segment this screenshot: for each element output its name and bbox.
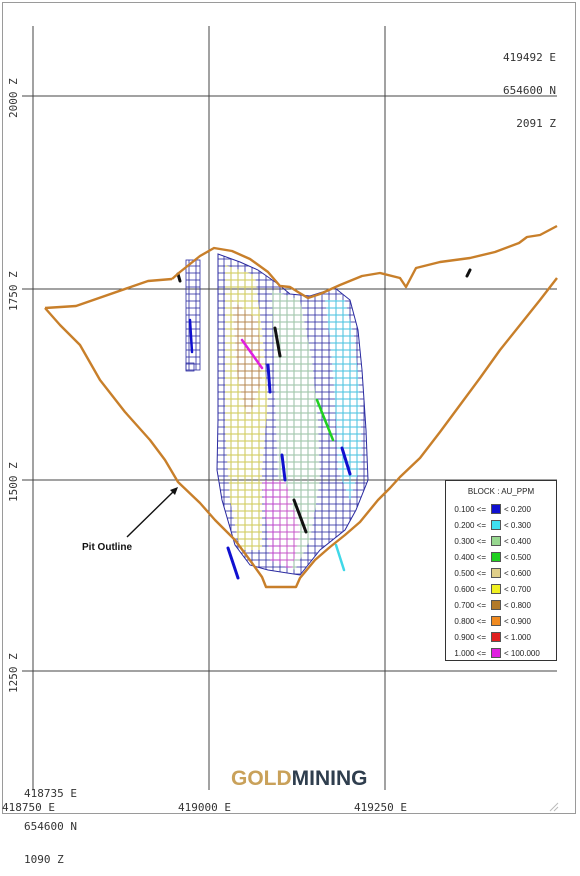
legend-lower-bound: 0.500 <=	[454, 568, 486, 578]
drillhole-trace	[315, 398, 335, 442]
drillholes	[176, 268, 472, 580]
coord-elevation: 1090 Z	[24, 853, 64, 866]
drillhole-trace	[176, 272, 182, 283]
drillhole-trace	[280, 453, 287, 482]
legend-row: 0.600 <= < 0.700	[446, 581, 556, 597]
block-model	[185, 253, 369, 576]
legend-row: 0.800 <= < 0.900	[446, 613, 556, 629]
legend-row: 0.400 <= < 0.500	[446, 549, 556, 565]
logo-gold-text: GOLD	[231, 767, 292, 790]
legend-row: 0.500 <= < 0.600	[446, 565, 556, 581]
corner-grip-icon	[549, 802, 559, 812]
legend-lower-bound: 0.100 <=	[454, 504, 486, 514]
elevation-label-1250: 1250 Z	[7, 653, 20, 693]
legend-lower-bound: 1.000 <=	[454, 648, 486, 658]
legend-row: 0.100 <= < 0.200	[446, 501, 556, 517]
legend-color-swatch	[491, 552, 501, 562]
legend-upper-bound: < 1.000	[504, 632, 531, 642]
coord-box-bottom-left: 418735 E 654600 N 1090 Z	[24, 766, 77, 876]
legend-title: BLOCK : AU_PPM	[467, 487, 535, 496]
legend-color-swatch	[491, 632, 501, 642]
legend-lower-bound: 0.600 <=	[454, 584, 486, 594]
elevation-label-1750: 1750 Z	[7, 271, 20, 311]
drillhole-trace	[334, 543, 346, 572]
legend-lower-bound: 0.700 <=	[454, 600, 486, 610]
legend-color-swatch	[491, 536, 501, 546]
legend-rows: 0.100 <= < 0.200 0.200 <= < 0.300 0.300 <= < …	[446, 501, 556, 661]
legend-lower-bound: 0.200 <=	[454, 520, 486, 530]
legend-lower-bound: 0.800 <=	[454, 616, 486, 626]
legend-row: 0.300 <= < 0.400	[446, 533, 556, 549]
legend-row: 0.900 <= < 1.000	[446, 629, 556, 645]
legend-lower-bound: 0.400 <=	[454, 552, 486, 562]
coord-box-top-right: 419492 E 654600 N 2091 Z	[503, 30, 556, 140]
legend-color-swatch	[491, 648, 501, 658]
legend-upper-bound: < 0.800	[504, 600, 531, 610]
grade-legend: BLOCK : AU_PPM 0.100 <= < 0.200 0.200 <= < …	[445, 480, 557, 661]
legend-row: 0.700 <= < 0.800	[446, 597, 556, 613]
coord-easting: 418735 E	[24, 787, 77, 800]
pit-outline-label: Pit Outline	[82, 542, 132, 553]
legend-upper-bound: < 0.500	[504, 552, 531, 562]
easting-label-419250: 419250 E	[354, 801, 407, 814]
legend-row: 1.000 <= < 100.000	[446, 645, 556, 661]
legend-color-swatch	[491, 520, 501, 530]
legend-lower-bound: 0.900 <=	[454, 632, 486, 642]
pit-outline-arrow	[126, 487, 178, 538]
elevation-label-1500: 1500 Z	[7, 462, 20, 502]
drillhole-trace	[226, 546, 240, 580]
legend-color-swatch	[491, 584, 501, 594]
legend-upper-bound: < 0.600	[504, 568, 531, 578]
drillhole-trace	[240, 338, 264, 370]
goldmining-logo: GOLDMINING	[231, 767, 368, 791]
pit-outline	[44, 277, 173, 310]
coord-easting: 419492 E	[503, 51, 556, 64]
legend-row: 0.200 <= < 0.300	[446, 517, 556, 533]
drillhole-trace	[266, 363, 272, 394]
legend-upper-bound: < 0.200	[504, 504, 531, 514]
legend-color-swatch	[491, 600, 501, 610]
legend-upper-bound: < 0.700	[504, 584, 531, 594]
coord-elevation: 2091 Z	[516, 117, 556, 130]
coord-northing: 654600 N	[24, 820, 77, 833]
pit-and-topography	[44, 224, 558, 589]
legend-upper-bound: < 100.000	[504, 648, 540, 658]
easting-label-419000: 419000 E	[178, 801, 231, 814]
legend-lower-bound: 0.300 <=	[454, 536, 486, 546]
grid-lines	[22, 26, 557, 790]
topography-surface	[171, 224, 558, 300]
elevation-label-2000: 2000 Z	[7, 78, 20, 118]
figure-frame	[2, 2, 576, 814]
legend-upper-bound: < 0.300	[504, 520, 531, 530]
pit-outline-shell	[44, 277, 558, 589]
easting-label-418750: 418750 E	[2, 801, 55, 814]
drillhole-trace	[188, 318, 194, 354]
legend-color-swatch	[491, 568, 501, 578]
legend-upper-bound: < 0.400	[504, 536, 531, 546]
legend-color-swatch	[491, 616, 501, 626]
drillhole-trace	[465, 268, 472, 278]
cross-section-plot	[22, 26, 558, 790]
logo-mining-text: MINING	[291, 767, 368, 790]
drillhole-trace	[292, 498, 308, 534]
drillhole-trace	[340, 446, 352, 476]
legend-upper-bound: < 0.900	[504, 616, 531, 626]
drillhole-trace	[273, 326, 282, 358]
coord-northing: 654600 N	[503, 84, 556, 97]
legend-color-swatch	[491, 504, 501, 514]
